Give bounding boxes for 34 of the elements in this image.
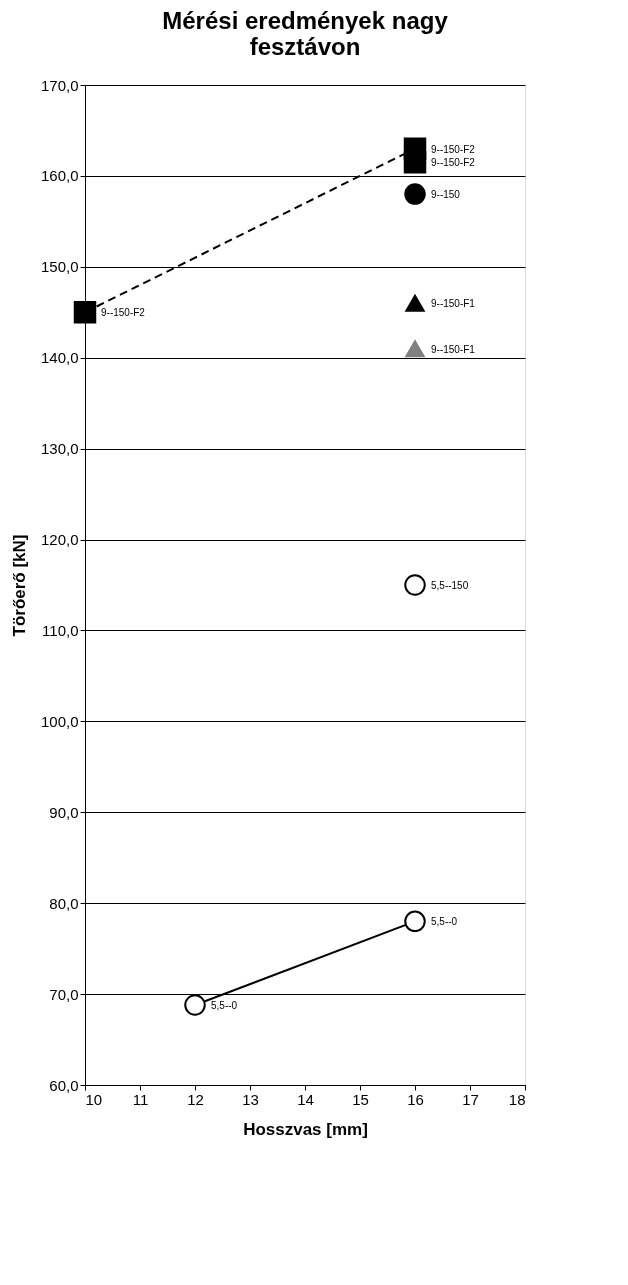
x-tick-label: 10 (85, 1090, 103, 1108)
series-label: 5,5--150 (431, 580, 469, 591)
y-tick-label: 130,0 (40, 440, 79, 458)
y-tick-label: 140,0 (40, 349, 79, 367)
y-axis-title: Törőerő [kN] (9, 534, 29, 637)
x-tick-label: 14 (297, 1090, 314, 1108)
y-tick-label: 90,0 (49, 803, 79, 821)
text: fesztávon (249, 33, 361, 60)
y-tick-label: 100,0 (40, 712, 79, 730)
y-tick-label: 120,0 (40, 531, 79, 549)
y-tick-label: 70,0 (49, 985, 79, 1003)
text: 9--150-F2 (431, 143, 475, 155)
text: 5,5--0 (431, 916, 458, 928)
series-label: 5,5--0 (211, 1000, 238, 1011)
series-label: 9--150-F1 (431, 343, 476, 355)
y-tick-label: 150,0 (40, 258, 79, 276)
y-tick-label: 60,0 (49, 1076, 79, 1094)
text: Mérési eredmények nagy (162, 7, 448, 34)
x-tick-label: 15 (352, 1090, 369, 1108)
x-tick-label: 12 (187, 1090, 204, 1108)
series-label: 9--150 (431, 189, 461, 201)
series-label: 9--150-F1 (431, 298, 476, 310)
x-tick-label: 13 (242, 1090, 259, 1108)
y-tick-label: 110,0 (42, 621, 79, 639)
x-axis-title: Hosszvas [mm] (243, 1119, 368, 1139)
x-tick-label: 18 (508, 1090, 526, 1108)
x-tick-label: 11 (132, 1090, 149, 1108)
y-tick-label: 160,0 (40, 167, 79, 185)
y-tick-label: 80,0 (49, 894, 79, 912)
x-tick-label: 17 (462, 1090, 479, 1108)
y-tick-label: 170,0 (40, 76, 79, 94)
x-tick-label: 16 (407, 1090, 424, 1108)
series-label: 9--150-F2 (101, 307, 146, 319)
series-label: 9--150-F2 (431, 157, 476, 169)
